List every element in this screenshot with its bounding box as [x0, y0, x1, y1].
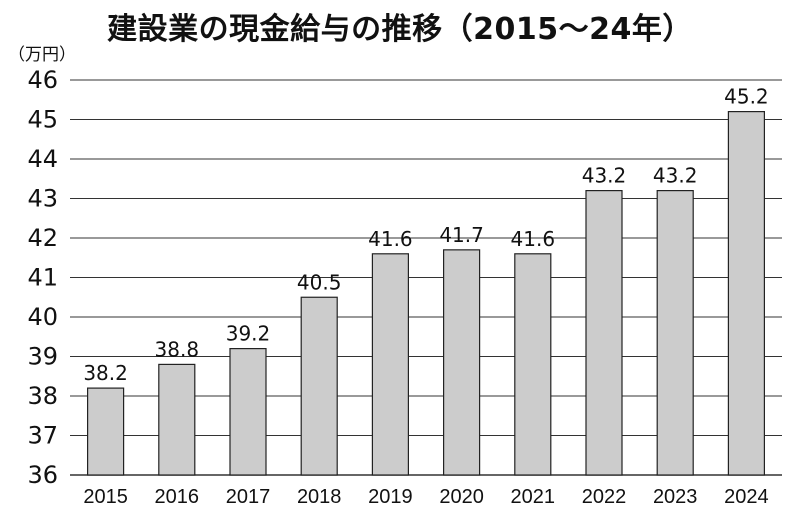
bar-2016 [158, 363, 196, 476]
x-tick-label: 2021 [511, 486, 556, 508]
y-tick-label: 42 [27, 224, 58, 252]
data-label: 41.6 [511, 227, 556, 251]
data-label: 41.6 [368, 227, 413, 251]
data-label: 45.2 [724, 85, 769, 109]
y-tick-label: 43 [27, 185, 58, 213]
x-tick-label: 2018 [297, 486, 342, 508]
x-tick-label: 2024 [724, 486, 769, 508]
bar-2024 [727, 110, 766, 476]
data-label: 38.8 [155, 337, 200, 361]
x-tick-label: 2017 [226, 486, 271, 508]
data-label: 43.2 [582, 164, 627, 188]
bar-2023 [656, 190, 694, 476]
x-tick-label: 2016 [155, 486, 200, 508]
y-axis-unit-label: （万円） [8, 45, 76, 65]
data-label: 40.5 [297, 270, 342, 294]
y-tick-label: 39 [27, 343, 58, 371]
y-tick-label: 41 [27, 264, 58, 292]
x-tick-label: 2019 [368, 486, 413, 508]
bar-2019 [371, 253, 409, 476]
bar-2018 [300, 296, 338, 476]
bar-2015 [86, 387, 125, 476]
x-tick-label: 2015 [83, 486, 128, 508]
y-tick-label: 37 [27, 422, 58, 450]
x-tick-label: 2023 [653, 486, 698, 508]
bar-2020 [443, 249, 481, 476]
data-label: 39.2 [226, 322, 271, 346]
y-tick-label: 38 [27, 382, 58, 410]
x-tick-label: 2022 [582, 486, 627, 508]
y-tick-label: 36 [27, 461, 58, 489]
y-tick-label: 44 [27, 145, 58, 173]
bar-2022 [585, 190, 623, 476]
data-label: 38.2 [83, 361, 128, 385]
data-label: 43.2 [653, 164, 698, 188]
y-tick-label: 40 [27, 303, 58, 331]
y-tick-label: 46 [27, 66, 58, 94]
x-tick-label: 2020 [439, 486, 484, 508]
bar-2021 [514, 253, 552, 476]
y-tick-label: 45 [27, 106, 58, 134]
chart-title: 建設業の現金給与の推移（2015〜24年） [107, 12, 693, 47]
bar-2017 [229, 348, 267, 476]
data-label: 41.7 [439, 223, 484, 247]
